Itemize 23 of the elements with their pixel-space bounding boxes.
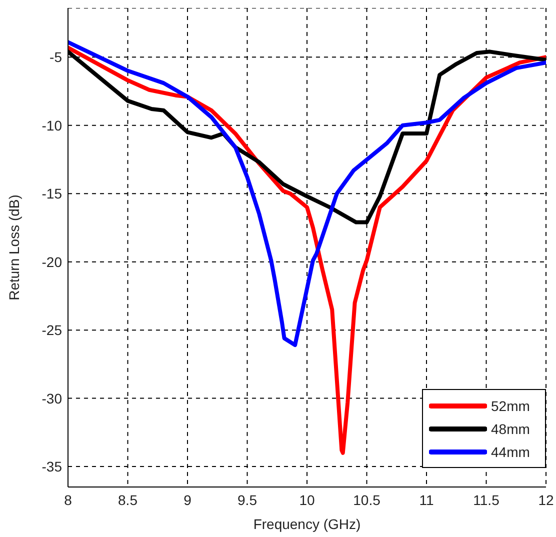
legend-label: 44mm [491, 444, 530, 460]
line-series [68, 46, 546, 455]
y-tick-label: -35 [42, 458, 62, 474]
y-tick-label: -5 [50, 49, 62, 66]
x-tick-label: 8.5 [118, 492, 138, 508]
y-tick-label: -30 [42, 390, 62, 406]
legend-label: 48mm [491, 420, 530, 436]
x-tick-label: 11 [419, 492, 434, 508]
x-tick-label: 10.5 [353, 492, 381, 508]
y-tick-label: -15 [42, 186, 62, 202]
x-tick-label: 10 [299, 492, 315, 508]
y-tick-label: -25 [42, 322, 62, 338]
x-tick-label: 12 [538, 492, 554, 508]
line-series [68, 40, 546, 348]
legend-label: 52mm [491, 398, 530, 414]
x-tick-label: 9.5 [238, 492, 258, 508]
x-tick-label: 8 [64, 492, 72, 508]
y-tick-label: -10 [42, 117, 62, 134]
y-tick-label: -20 [42, 254, 62, 270]
x-tick-label: 11.5 [473, 492, 500, 508]
x-axis-title: Frequency (GHz) [253, 516, 361, 532]
y-axis-title: Return Loss (dB) [6, 194, 22, 300]
x-tick-label: 9 [184, 492, 192, 508]
